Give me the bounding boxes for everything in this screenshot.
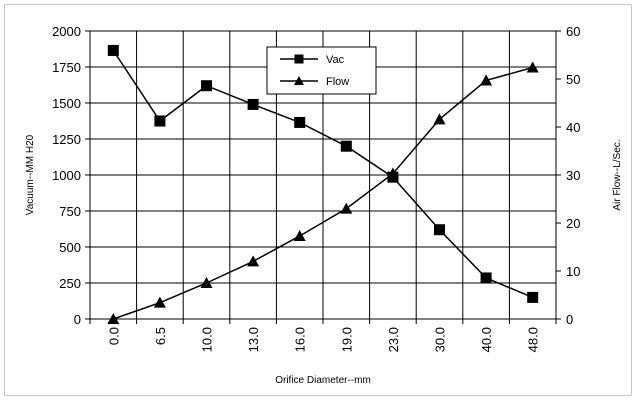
x-tick-label: 16.0	[293, 327, 308, 352]
x-tick-label: 40.0	[479, 327, 494, 352]
legend: Vac Flow	[266, 46, 377, 95]
data-point-flow	[480, 74, 493, 86]
y-tick-label: 1750	[52, 60, 81, 75]
x-tick-label: 48.0	[526, 327, 541, 352]
x-tick-label: 23.0	[386, 327, 401, 352]
data-point-flow	[340, 202, 353, 214]
data-point-vac	[434, 224, 445, 236]
data-point-vac	[480, 272, 492, 284]
data-point-vac	[294, 116, 306, 128]
y-tick-label: 0	[74, 312, 81, 327]
y2-tick-label: 30	[566, 168, 580, 183]
y-tick-label: 1250	[52, 132, 81, 147]
data-point-vac	[340, 140, 352, 152]
x-axis-label: Orifice Diameter--mm	[275, 375, 371, 386]
y-tick-label: 500	[59, 240, 81, 255]
series-lines	[112, 50, 533, 320]
data-point-vac	[527, 291, 539, 303]
y-tick-label: 250	[59, 276, 81, 291]
legend-vac-label: Vac	[326, 54, 345, 66]
y2-tick-label: 40	[566, 120, 580, 135]
y2-tick-label: 0	[566, 312, 573, 327]
markers	[107, 44, 539, 324]
x-tick-label: 10.0	[200, 327, 215, 352]
data-point-flow	[293, 229, 306, 241]
left-axis-ticks: 0 250 500 750 1000 1250 1500 1750 2000	[52, 24, 90, 327]
y2-tick-label: 60	[566, 24, 580, 39]
data-point-flow	[200, 277, 213, 288]
x-tick-label: 30.0	[433, 327, 448, 352]
data-point-flow	[247, 255, 260, 267]
y-tick-label: 1000	[52, 168, 81, 183]
legend-flow-label: Flow	[326, 76, 349, 88]
data-point-flow	[526, 61, 539, 73]
y2-tick-label: 20	[566, 216, 580, 231]
right-axis-ticks: 0 10 20 30 40 50 60	[556, 24, 580, 327]
grid	[90, 31, 556, 319]
y2-tick-label: 10	[566, 264, 580, 279]
x-tick-label: 13.0	[246, 327, 261, 352]
series-line-vac	[112, 50, 533, 299]
legend-vac-marker	[294, 54, 304, 64]
legend-box	[266, 46, 377, 95]
series-line-flow	[113, 66, 533, 320]
data-point-vac	[107, 44, 119, 56]
data-point-vac	[154, 115, 166, 127]
y-tick-label: 2000	[52, 24, 81, 39]
x-tick-label: 19.0	[339, 327, 354, 352]
data-point-flow	[153, 296, 166, 308]
data-point-flow	[107, 313, 120, 324]
y-axis-label: Vacuum--MM H20	[25, 134, 36, 215]
y2-tick-label: 50	[566, 72, 580, 87]
x-tick-label: 6.5	[153, 327, 168, 345]
data-point-vac	[201, 80, 212, 92]
data-point-flow	[433, 113, 446, 125]
x-tick-label: 0.0	[106, 327, 121, 345]
legend-flow-marker	[294, 76, 304, 85]
y-tick-label: 1500	[52, 96, 81, 111]
y-tick-label: 750	[59, 204, 81, 219]
data-point-vac	[247, 98, 259, 110]
y2-axis-label: Air Flow--L/Sec.	[612, 139, 623, 210]
data-point-flow	[386, 167, 399, 179]
x-axis-ticks: 0.0 6.5 10.0 13.0 16.0 19.0 23.0 30.0 40.0 48.0	[89, 319, 557, 352]
